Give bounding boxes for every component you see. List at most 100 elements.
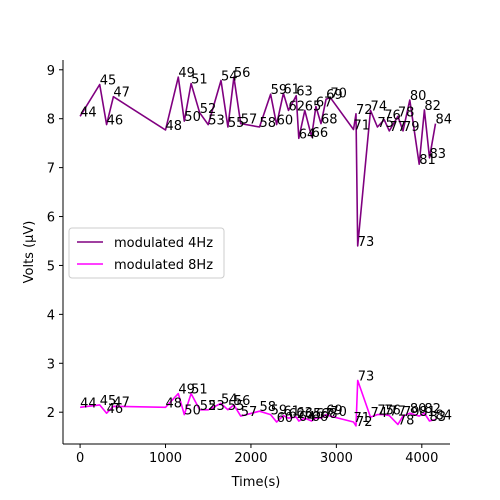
data-label: 70 bbox=[330, 405, 347, 420]
data-label: 48 bbox=[166, 119, 183, 134]
data-label: 73 bbox=[358, 369, 375, 384]
y-tick-label: 7 bbox=[47, 162, 55, 177]
y-tick-label: 6 bbox=[47, 211, 55, 226]
data-label: 62 bbox=[289, 407, 306, 422]
data-label: 63 bbox=[296, 406, 313, 421]
legend: modulated 4Hz modulated 8Hz bbox=[68, 227, 225, 279]
data-label: 46 bbox=[107, 114, 124, 129]
data-label: 77 bbox=[389, 405, 406, 420]
data-label: 83 bbox=[429, 147, 446, 162]
data-label: 61 bbox=[283, 405, 300, 420]
data-label: 69 bbox=[326, 88, 343, 103]
data-label: 50 bbox=[184, 110, 201, 125]
data-label: 60 bbox=[277, 411, 294, 426]
data-label: 51 bbox=[191, 72, 208, 87]
data-label: 56 bbox=[234, 66, 251, 81]
y-tick-label: 9 bbox=[47, 64, 55, 79]
data-label: 69 bbox=[326, 404, 343, 419]
data-label: 59 bbox=[271, 83, 288, 98]
y-tick-label: 3 bbox=[47, 357, 55, 372]
data-label: 80 bbox=[410, 402, 427, 417]
data-label: 84 bbox=[435, 409, 452, 424]
data-label: 62 bbox=[289, 99, 306, 114]
data-label: 60 bbox=[277, 114, 294, 129]
data-label: 59 bbox=[271, 404, 288, 419]
series-layer bbox=[79, 76, 437, 427]
data-label: 49 bbox=[178, 66, 195, 81]
data-label: 65 bbox=[305, 99, 322, 114]
data-label: 57 bbox=[241, 405, 258, 420]
data-label: 47 bbox=[113, 86, 130, 101]
data-label: 55 bbox=[228, 399, 245, 414]
data-label: 54 bbox=[221, 392, 238, 407]
data-label: 66 bbox=[312, 410, 329, 425]
x-tick-label: 2000 bbox=[234, 451, 267, 466]
data-label: 82 bbox=[424, 99, 441, 114]
data-label: 71 bbox=[353, 411, 370, 426]
data-label: 74 bbox=[371, 406, 388, 421]
data-label: 75 bbox=[377, 116, 394, 131]
y-tick-label: 2 bbox=[47, 406, 55, 421]
data-label: 66 bbox=[312, 126, 329, 141]
data-label: 44 bbox=[80, 396, 97, 411]
data-label: 45 bbox=[100, 394, 117, 409]
data-label: 46 bbox=[107, 402, 124, 417]
series-line-2 bbox=[80, 379, 436, 427]
data-label: 80 bbox=[410, 89, 427, 104]
data-label: 83 bbox=[429, 410, 446, 425]
data-label: 67 bbox=[316, 407, 333, 422]
data-label: 79 bbox=[403, 405, 420, 420]
data-label: 67 bbox=[316, 95, 333, 110]
data-label: 45 bbox=[100, 73, 117, 88]
data-label: 71 bbox=[353, 118, 370, 133]
data-label: 64 bbox=[299, 410, 316, 425]
x-tick-label: 0 bbox=[76, 451, 84, 466]
data-label: 77 bbox=[389, 120, 406, 135]
data-label: 68 bbox=[321, 407, 338, 422]
data-label: 56 bbox=[234, 394, 251, 409]
data-label: 78 bbox=[398, 105, 415, 120]
data-label: 58 bbox=[259, 116, 276, 131]
y-axis-label: Volts (μV) bbox=[22, 221, 37, 284]
data-label: 74 bbox=[371, 99, 388, 114]
legend-entry: modulated 4Hz bbox=[114, 236, 213, 251]
data-label: 68 bbox=[321, 113, 338, 128]
data-label: 78 bbox=[398, 413, 415, 428]
data-label: 48 bbox=[166, 396, 183, 411]
legend-entry: modulated 8Hz bbox=[114, 258, 213, 273]
data-label: 52 bbox=[200, 102, 217, 117]
data-label: 53 bbox=[208, 399, 225, 414]
data-label: 76 bbox=[384, 109, 401, 124]
data-label: 72 bbox=[356, 103, 373, 118]
data-label: 52 bbox=[200, 399, 217, 414]
data-label: 70 bbox=[330, 87, 347, 102]
data-label: 73 bbox=[358, 235, 375, 250]
data-label: 53 bbox=[208, 114, 225, 129]
x-tick-label: 1000 bbox=[149, 451, 182, 466]
data-label: 44 bbox=[80, 105, 97, 120]
legend-box bbox=[68, 227, 225, 279]
y-tick-label: 4 bbox=[47, 308, 55, 323]
data-label: 50 bbox=[184, 404, 201, 419]
x-tick-label: 4000 bbox=[405, 451, 438, 466]
data-label: 72 bbox=[356, 415, 373, 430]
data-label: 65 bbox=[305, 407, 322, 422]
x-tick-label: 3000 bbox=[320, 451, 353, 466]
data-label: 81 bbox=[419, 153, 436, 168]
y-tick-label: 5 bbox=[47, 259, 55, 274]
data-label: 49 bbox=[178, 383, 195, 398]
data-label: 57 bbox=[241, 113, 258, 128]
data-label: 54 bbox=[221, 70, 238, 85]
data-label: 75 bbox=[377, 404, 394, 419]
data-label: 58 bbox=[259, 400, 276, 415]
data-label: 55 bbox=[228, 116, 245, 131]
data-label: 63 bbox=[296, 85, 313, 100]
x-axis-label: Time(s) bbox=[231, 475, 281, 490]
data-label: 84 bbox=[435, 113, 452, 128]
data-label: 51 bbox=[191, 383, 208, 398]
data-label: 79 bbox=[403, 120, 420, 135]
data-label: 64 bbox=[299, 127, 316, 142]
y-tick-label: 8 bbox=[47, 113, 55, 128]
